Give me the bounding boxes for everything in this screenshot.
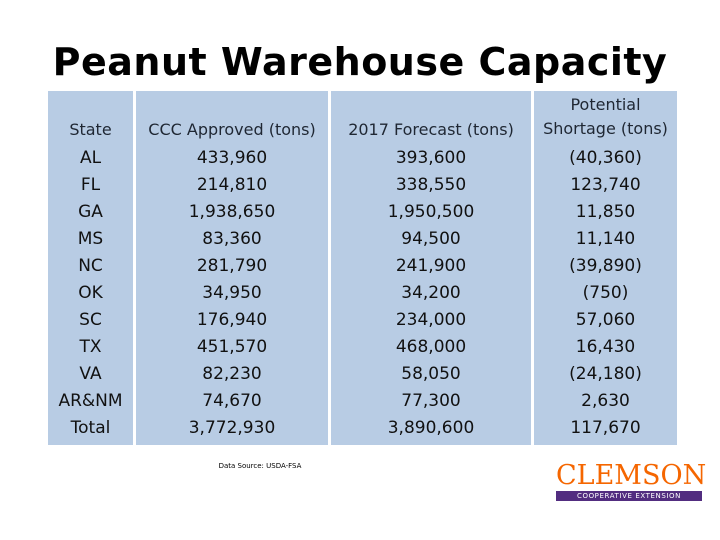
column-header-ccc-approved: CCC Approved (tons) xyxy=(148,120,316,139)
table-cell: 468,000 xyxy=(395,337,467,357)
table-cell: 234,000 xyxy=(395,310,467,330)
ccc-approved-column: CCC Approved (tons) 433,960 214,810 1,93… xyxy=(136,91,328,445)
table-cell: NC xyxy=(78,256,103,276)
table-cell: 58,050 xyxy=(401,364,461,384)
table-cell: 82,230 xyxy=(202,364,262,384)
data-source-note: Data Source: USDA-FSA xyxy=(218,462,302,470)
table-cell: 34,950 xyxy=(202,283,262,303)
table-cell: (39,890) xyxy=(569,256,642,276)
table-cell: 241,900 xyxy=(395,256,467,276)
table-cell: 34,200 xyxy=(401,283,461,303)
table-cell: FL xyxy=(80,175,101,195)
logo-subtitle: COOPERATIVE EXTENSION xyxy=(556,491,702,501)
table-cell: 57,060 xyxy=(575,310,636,330)
table-cell: 123,740 xyxy=(570,175,641,195)
table-cell: 1,938,650 xyxy=(188,202,276,222)
column-header-shortage-line2: Shortage (tons) xyxy=(543,119,668,138)
table-cell-total: 3,890,600 xyxy=(387,418,475,438)
table-cell: 338,550 xyxy=(395,175,467,195)
table-cell: 77,300 xyxy=(401,391,461,411)
state-column: State AL FL GA MS NC OK SC TX VA AR&NM T… xyxy=(48,91,133,445)
table-cell: 281,790 xyxy=(196,256,268,276)
column-header-shortage-line1: Potential xyxy=(570,95,641,114)
table-cell: 83,360 xyxy=(202,229,262,249)
table-cell: 16,430 xyxy=(575,337,636,357)
table-cell: 1,950,500 xyxy=(387,202,475,222)
table-cell: 74,670 xyxy=(202,391,262,411)
table-cell: 433,960 xyxy=(196,148,268,168)
table-cell: 2,630 xyxy=(581,391,630,411)
table-cell: (24,180) xyxy=(569,364,642,384)
table-cell: AL xyxy=(79,148,102,168)
column-header-state: State xyxy=(69,120,112,139)
clemson-logo: CLEMSON COOPERATIVE EXTENSION xyxy=(556,460,707,502)
table-cell: VA xyxy=(79,364,102,384)
table-cell: TX xyxy=(79,337,102,357)
shortage-column: Potential Shortage (tons) (40,360) 123,7… xyxy=(534,91,677,445)
page-title: Peanut Warehouse Capacity xyxy=(52,40,668,84)
table-cell: OK xyxy=(78,283,103,303)
table-cell: 176,940 xyxy=(196,310,268,330)
table-cell: (750) xyxy=(582,283,629,303)
table-cell: 94,500 xyxy=(401,229,461,249)
table-cell: 11,140 xyxy=(575,229,636,249)
table-cell: MS xyxy=(77,229,104,249)
table-cell-total: 3,772,930 xyxy=(188,418,276,438)
forecast-column: 2017 Forecast (tons) 393,600 338,550 1,9… xyxy=(331,91,531,445)
table-cell-total: Total xyxy=(70,418,111,438)
column-header-forecast: 2017 Forecast (tons) xyxy=(348,120,514,139)
table-cell: SC xyxy=(79,310,102,330)
table-cell: 11,850 xyxy=(575,202,636,222)
table-cell: 214,810 xyxy=(196,175,268,195)
table-cell: 393,600 xyxy=(395,148,467,168)
table-cell: (40,360) xyxy=(569,148,642,168)
table-cell: 451,570 xyxy=(196,337,268,357)
table-cell: AR&NM xyxy=(58,391,123,411)
table-cell-total: 117,670 xyxy=(570,418,641,438)
logo-wordmark: CLEMSON xyxy=(556,460,707,491)
table-cell: GA xyxy=(78,202,103,222)
